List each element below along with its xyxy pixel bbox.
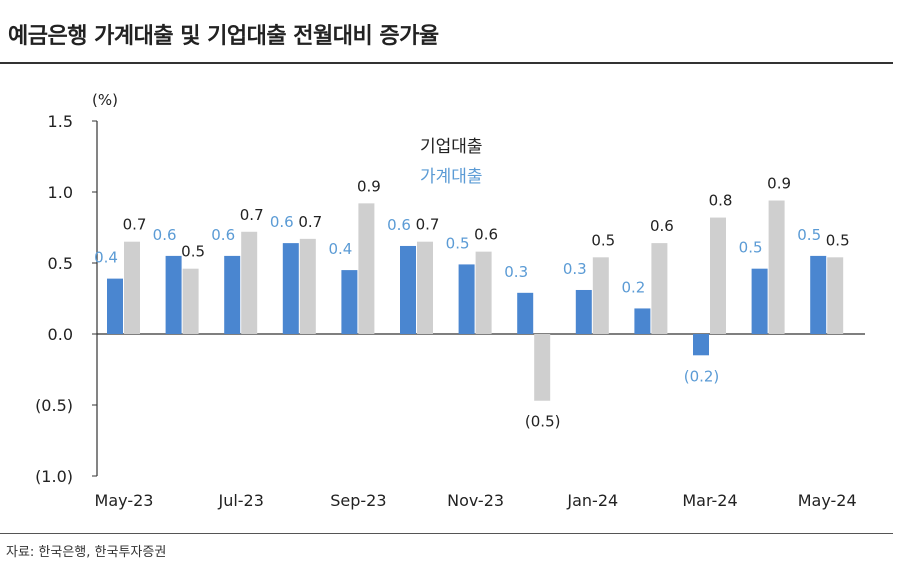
- household-bar-Jul-23: [224, 255, 241, 334]
- footer-divider: [0, 533, 893, 534]
- x-tick-label: Jan-24: [566, 491, 618, 510]
- data-label: (0.2): [684, 367, 720, 385]
- data-label: 0.9: [357, 177, 381, 195]
- legend-household: 가계대출: [420, 167, 483, 187]
- y-tick-label: (1.0): [35, 467, 73, 486]
- data-label: 0.5: [591, 231, 615, 249]
- x-tick-label: Jul-23: [217, 491, 263, 510]
- y-tick-label: 1.0: [48, 183, 73, 202]
- household-bar-Nov-23: [458, 264, 475, 334]
- corporate-bar-Dec-23: [534, 334, 551, 401]
- x-tick-label: Nov-23: [447, 491, 504, 510]
- corporate-bar-May-24: [827, 257, 844, 334]
- corporate-bar-Oct-23: [417, 241, 433, 334]
- data-label: 0.7: [298, 213, 322, 231]
- household-bar-Oct-23: [400, 245, 416, 334]
- data-label: 0.6: [650, 217, 674, 235]
- household-bar-Aug-23: [282, 243, 299, 334]
- data-label: 0.5: [181, 243, 205, 261]
- data-label: 0.6: [153, 226, 177, 244]
- bar-chart: (%) 1.5 1.0 0.5 0.0 (0.5) (1.0) May-23 Jul-23 Sep…: [35, 91, 865, 510]
- corporate-bar-Sep-23: [358, 203, 375, 334]
- data-label: 0.4: [328, 240, 352, 258]
- legend-corporate: 기업대출: [420, 137, 483, 157]
- corporate-bar-Nov-23: [475, 251, 492, 334]
- data-label: 0.9: [767, 175, 791, 193]
- corporate-bar-Jul-23: [241, 231, 258, 334]
- x-tick-label: May-23: [95, 491, 154, 510]
- y-tick-label: 0.0: [48, 325, 73, 344]
- x-tick-label: Mar-24: [682, 491, 737, 510]
- data-label: 0.5: [739, 239, 763, 257]
- household-bar-Sep-23: [341, 270, 358, 334]
- corporate-bar-Mar-24: [710, 217, 726, 334]
- source-note: 자료: 한국은행, 한국투자증권: [6, 545, 167, 560]
- household-bar-Jun-23: [165, 255, 182, 334]
- x-tick-label: May-24: [798, 491, 857, 510]
- unit-label: (%): [92, 91, 118, 109]
- household-bar-Feb-24: [634, 308, 651, 334]
- x-tick-label: Sep-23: [330, 491, 386, 510]
- data-label: 0.6: [270, 213, 294, 231]
- data-label: 0.6: [474, 226, 498, 244]
- y-tick-label: 1.5: [48, 112, 73, 131]
- data-label: (0.5): [525, 413, 561, 431]
- data-label: 0.3: [563, 260, 587, 278]
- corporate-bar-Jun-23: [182, 268, 199, 334]
- y-tick-label: (0.5): [35, 396, 73, 415]
- household-bar-Apr-24: [751, 268, 768, 334]
- data-label: 0.5: [797, 226, 821, 244]
- data-label: 0.5: [826, 231, 850, 249]
- title-divider: [0, 62, 893, 64]
- corporate-bar-Apr-24: [768, 200, 785, 334]
- corporate-bar-Feb-24: [651, 243, 668, 334]
- data-label: 0.8: [709, 192, 733, 210]
- data-label: 0.6: [211, 226, 235, 244]
- data-label: 0.2: [621, 278, 645, 296]
- data-label: 0.5: [446, 234, 470, 252]
- y-tick-label: 0.5: [48, 254, 73, 273]
- data-label: 0.6: [387, 216, 411, 234]
- corporate-bar-Aug-23: [299, 238, 316, 334]
- data-label: 0.7: [123, 216, 147, 234]
- chart-title: 예금은행 가계대출 및 기업대출 전월대비 증가율: [8, 24, 439, 49]
- household-bar-Jan-24: [575, 289, 592, 334]
- data-label: 0.7: [416, 216, 440, 234]
- household-bar-Dec-23: [517, 292, 534, 334]
- data-label: 0.4: [94, 249, 118, 267]
- corporate-bar-Jan-24: [592, 257, 609, 334]
- data-label: 0.7: [240, 206, 264, 224]
- household-bar-May-23: [107, 278, 123, 334]
- data-label: 0.3: [504, 263, 528, 281]
- corporate-bar-May-23: [124, 241, 140, 334]
- household-bar-Mar-24: [693, 334, 709, 356]
- household-bar-May-24: [810, 255, 827, 334]
